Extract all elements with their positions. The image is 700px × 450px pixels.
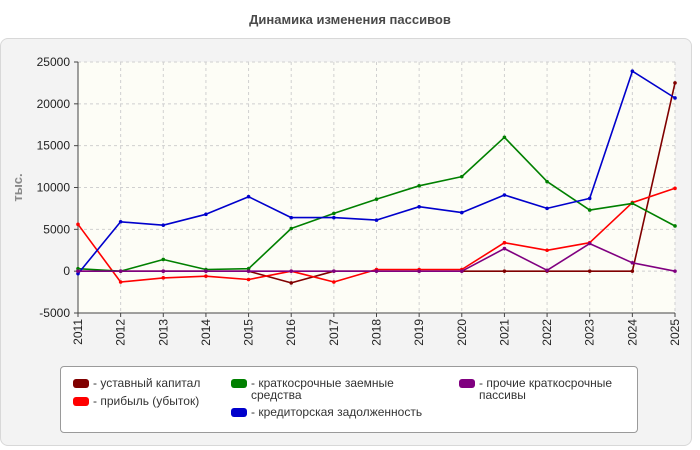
- data-point: [587, 241, 592, 246]
- legend-label: - кредиторская задолженность: [251, 405, 423, 419]
- data-point: [289, 215, 294, 220]
- legend-item-kratkosrochnye-zaemnye: - краткосрочные заемные средства: [231, 377, 431, 401]
- data-point: [502, 246, 507, 251]
- data-point: [118, 220, 123, 224]
- data-point: [587, 269, 592, 273]
- data-point: [673, 186, 677, 191]
- data-point: [204, 274, 208, 278]
- data-point: [417, 269, 421, 273]
- y-tick-label: 15000: [37, 139, 71, 153]
- x-tick-label: 2014: [199, 319, 213, 346]
- data-point: [289, 269, 294, 273]
- x-tick-label: 2015: [242, 319, 256, 346]
- data-point: [332, 211, 336, 216]
- data-point: [161, 276, 166, 280]
- data-point: [673, 269, 677, 273]
- data-point: [673, 81, 677, 85]
- x-tick-label: 2023: [583, 319, 597, 346]
- data-point: [587, 208, 592, 212]
- data-point: [161, 269, 166, 273]
- data-point: [204, 212, 208, 217]
- data-point: [545, 179, 549, 184]
- x-tick-label: 2017: [327, 319, 341, 346]
- legend-label: - уставный капитал: [93, 376, 201, 390]
- data-point: [630, 261, 635, 265]
- legend-swatch: [231, 408, 247, 417]
- data-point: [417, 184, 421, 188]
- data-point: [161, 257, 166, 262]
- data-point: [502, 135, 507, 140]
- data-point: [76, 222, 80, 227]
- data-point: [502, 193, 507, 197]
- data-point: [459, 210, 464, 215]
- data-point: [332, 215, 336, 220]
- data-point: [673, 224, 677, 228]
- data-point: [630, 69, 635, 74]
- data-point: [459, 174, 464, 179]
- legend-swatch: [459, 379, 475, 388]
- chart-title: Динамика изменения пассивов: [249, 12, 451, 27]
- data-point: [204, 269, 208, 273]
- legend-item-pribyl: - прибыль (убыток): [73, 395, 223, 407]
- x-tick-label: 2011: [71, 319, 85, 345]
- x-tick-label: 2021: [497, 319, 511, 346]
- data-point: [118, 269, 123, 273]
- data-point: [332, 280, 336, 284]
- data-point: [502, 269, 507, 273]
- legend-item-ustavnyi-kapital: - уставный капитал: [73, 377, 223, 389]
- data-point: [246, 194, 251, 199]
- y-tick-label: 5000: [43, 222, 70, 236]
- x-tick-label: 2013: [156, 319, 170, 346]
- data-point: [332, 269, 336, 273]
- data-point: [374, 269, 379, 273]
- data-point: [118, 280, 123, 284]
- x-tick-label: 2019: [412, 319, 426, 346]
- data-point: [459, 269, 464, 273]
- data-point: [545, 268, 549, 273]
- legend-item-kreditorskaya: - кредиторская задолженность: [231, 406, 461, 418]
- data-point: [417, 204, 421, 209]
- data-point: [76, 269, 80, 273]
- legend-label: - прочие краткосрочные пассивы: [479, 376, 613, 402]
- x-tick-label: 2020: [455, 319, 469, 346]
- data-point: [502, 240, 507, 245]
- legend-item-prochie: - прочие краткосрочные пассивы: [459, 377, 634, 401]
- legend-label: - краткосрочные заемные средства: [251, 376, 394, 402]
- data-point: [587, 196, 592, 201]
- x-tick-label: 2012: [114, 319, 128, 346]
- data-point: [545, 248, 549, 253]
- y-tick-label: 10000: [37, 181, 71, 195]
- x-tick-label: 2018: [370, 319, 384, 346]
- data-point: [161, 223, 166, 227]
- data-point: [76, 266, 80, 271]
- data-point: [76, 271, 80, 276]
- y-tick-label: 25000: [37, 55, 71, 69]
- y-tick-label: 20000: [37, 97, 71, 111]
- data-point: [246, 277, 251, 282]
- data-point: [630, 269, 635, 273]
- legend-swatch: [231, 379, 247, 388]
- legend-label: - прибыль (убыток): [93, 394, 200, 408]
- x-tick-label: 2024: [625, 319, 639, 346]
- chart-legend: - уставный капитал - прибыль (убыток) - …: [60, 366, 638, 433]
- data-point: [673, 96, 677, 100]
- x-tick-label: 2025: [668, 319, 682, 346]
- data-point: [289, 226, 294, 231]
- y-tick-label: 0: [63, 264, 70, 278]
- y-axis-label: тыс.: [10, 173, 25, 201]
- data-point: [289, 281, 294, 285]
- data-point: [630, 201, 635, 206]
- legend-swatch: [73, 379, 89, 388]
- x-tick-label: 2016: [284, 319, 298, 346]
- data-point: [246, 269, 251, 273]
- data-point: [374, 218, 379, 222]
- x-tick-label: 2022: [540, 319, 554, 346]
- data-point: [246, 266, 251, 271]
- y-tick-label: -5000: [39, 306, 70, 320]
- legend-swatch: [73, 397, 89, 406]
- data-point: [545, 206, 549, 211]
- data-point: [374, 197, 379, 202]
